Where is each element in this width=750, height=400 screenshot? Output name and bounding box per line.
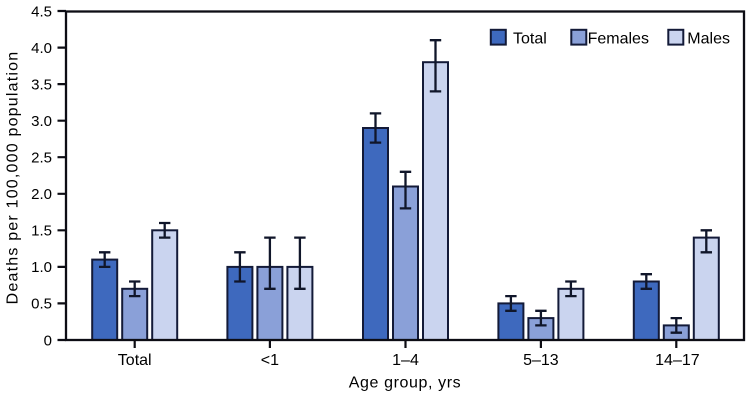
svg-text:3.0: 3.0 [31, 113, 52, 130]
svg-text:Males: Males [687, 30, 730, 47]
svg-text:<1: <1 [261, 352, 279, 369]
svg-text:2.0: 2.0 [31, 186, 52, 203]
svg-text:5–13: 5–13 [523, 352, 559, 369]
svg-text:Age group, yrs: Age group, yrs [349, 375, 461, 392]
svg-text:2.5: 2.5 [31, 150, 52, 167]
svg-text:Deaths per 100,000 population: Deaths per 100,000 population [5, 51, 22, 305]
svg-text:0: 0 [44, 332, 52, 349]
svg-text:1.0: 1.0 [31, 259, 52, 276]
svg-text:3.5: 3.5 [31, 76, 52, 93]
svg-text:0.5: 0.5 [31, 296, 52, 313]
svg-text:4.5: 4.5 [31, 3, 52, 20]
svg-text:1.5: 1.5 [31, 223, 52, 240]
svg-text:14–17: 14–17 [655, 352, 700, 369]
svg-text:Total: Total [118, 352, 152, 369]
svg-text:Total: Total [513, 30, 547, 47]
svg-text:4.0: 4.0 [31, 40, 52, 57]
svg-text:Females: Females [588, 30, 649, 47]
svg-text:1–4: 1–4 [392, 352, 419, 369]
